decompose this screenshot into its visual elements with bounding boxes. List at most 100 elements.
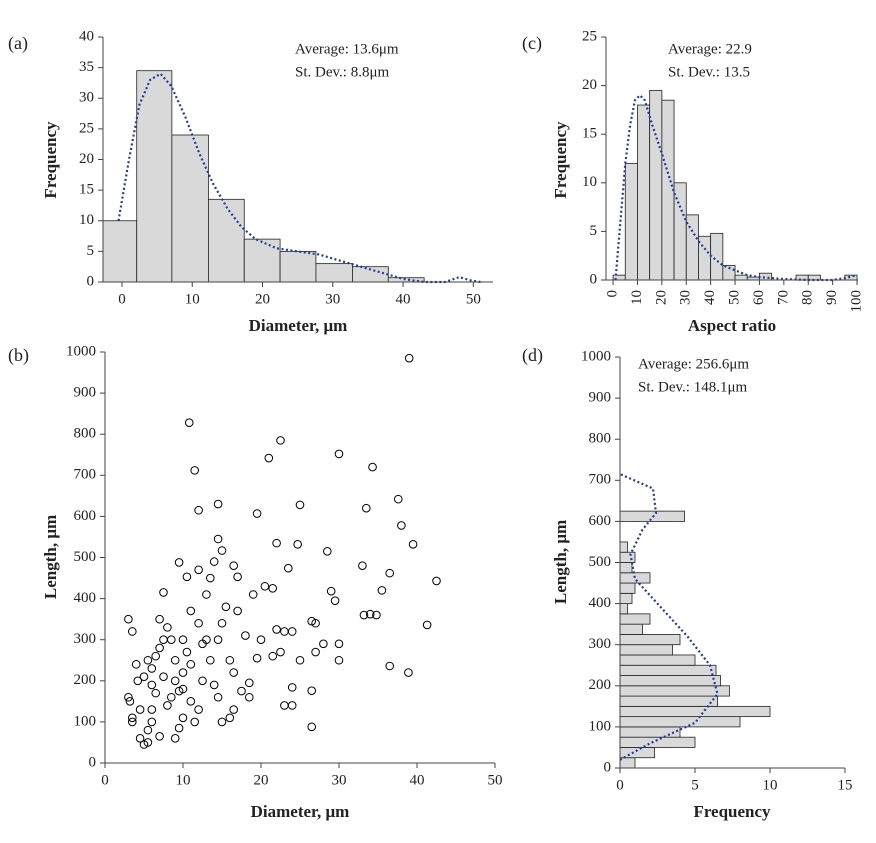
data-point [182, 647, 192, 657]
histogram-bar [619, 644, 673, 656]
histogram-bar [619, 664, 717, 676]
y-tick-label: 20 [79, 151, 94, 167]
data-point [287, 627, 297, 636]
x-tick-label: 0 [605, 290, 621, 298]
annotation: St. Dev.: 148.1μm [638, 379, 747, 395]
histogram-bar [619, 572, 651, 584]
data-point [377, 586, 387, 595]
data-point [233, 606, 242, 616]
data-point [330, 596, 340, 605]
data-point [194, 505, 203, 515]
data-point [151, 688, 160, 698]
annotation: Average: 22.9 [668, 41, 752, 57]
data-point [133, 676, 143, 686]
data-point [198, 676, 207, 686]
data-point [229, 705, 238, 714]
histogram-bar [619, 757, 636, 769]
y-tick-label: 100 [74, 713, 97, 729]
data-point [408, 540, 418, 549]
data-point [147, 705, 157, 714]
y-tick-label: 0 [89, 754, 97, 770]
y-tick-label: 5 [590, 223, 598, 239]
data-point [422, 620, 432, 630]
data-point [178, 713, 188, 723]
data-point [217, 717, 227, 727]
data-point [190, 717, 199, 727]
histogram-bar [619, 613, 651, 625]
data-point [135, 734, 145, 743]
y-tick-label: 25 [582, 28, 597, 44]
data-point [358, 561, 367, 571]
y-tick-label: 200 [589, 677, 612, 693]
data-point [170, 676, 180, 686]
panel-label: (c) [522, 33, 542, 54]
data-point [206, 573, 215, 583]
data-point [397, 521, 406, 530]
data-point [155, 643, 164, 653]
data-point [365, 609, 375, 619]
y-tick-label: 0 [590, 271, 598, 287]
data-point [311, 647, 320, 657]
data-point [432, 576, 441, 586]
data-point [143, 738, 153, 747]
histogram-bar [685, 214, 699, 281]
data-point [159, 588, 168, 597]
x-tick-label: 40 [396, 291, 411, 307]
data-point [287, 683, 297, 692]
y-axis-title: Length, μm [41, 515, 60, 599]
x-tick-label: 20 [254, 772, 269, 788]
panel-label: (b) [8, 345, 29, 366]
data-point [194, 618, 203, 628]
data-point [213, 635, 223, 645]
x-axis-title: Diameter, μm [249, 316, 348, 335]
data-point [225, 713, 235, 723]
data-point [186, 606, 196, 616]
data-point [213, 499, 223, 509]
data-point [241, 631, 250, 640]
x-tick-label: 100 [848, 290, 864, 313]
y-tick-label: 600 [74, 508, 97, 524]
y-tick-label: 25 [79, 120, 94, 136]
panel-label: (d) [522, 345, 543, 366]
histogram-bar [649, 90, 663, 281]
data-point [170, 734, 180, 743]
x-tick-label: 30 [678, 290, 694, 305]
data-point [202, 635, 211, 645]
y-tick-label: 40 [79, 28, 94, 44]
y-tick-label: 1000 [66, 343, 96, 359]
data-point [170, 655, 180, 665]
y-tick-label: 200 [74, 672, 97, 688]
x-tick-label: 30 [332, 772, 347, 788]
data-point [163, 701, 172, 710]
data-point [229, 668, 238, 677]
x-tick-label: 80 [800, 290, 816, 305]
fit-curve [619, 473, 719, 761]
histogram-bar [619, 623, 643, 635]
histogram-bar [619, 705, 771, 718]
data-point [264, 453, 274, 463]
histogram-bar [619, 675, 721, 687]
histogram-bar [102, 220, 138, 283]
data-point [319, 639, 328, 649]
data-point [217, 618, 227, 628]
data-point [135, 705, 145, 714]
data-point [368, 462, 377, 472]
data-point [248, 590, 258, 599]
data-point [334, 449, 344, 459]
data-point [128, 713, 137, 723]
x-axis-title: Aspect ratio [688, 316, 776, 335]
y-tick-label: 5 [87, 243, 95, 259]
y-tick-label: 800 [74, 426, 97, 442]
annotation: St. Dev.: 8.8μm [295, 64, 389, 80]
x-tick-label: 10 [629, 290, 645, 305]
data-point [284, 563, 293, 573]
y-tick-label: 500 [74, 549, 97, 565]
x-tick-label: 15 [838, 777, 853, 793]
y-tick-label: 35 [79, 59, 94, 75]
data-point [143, 725, 153, 735]
y-tick-label: 0 [87, 273, 95, 289]
data-point [194, 565, 203, 575]
data-point [139, 672, 149, 681]
y-tick-label: 300 [589, 636, 612, 652]
histogram-bar [759, 272, 773, 281]
